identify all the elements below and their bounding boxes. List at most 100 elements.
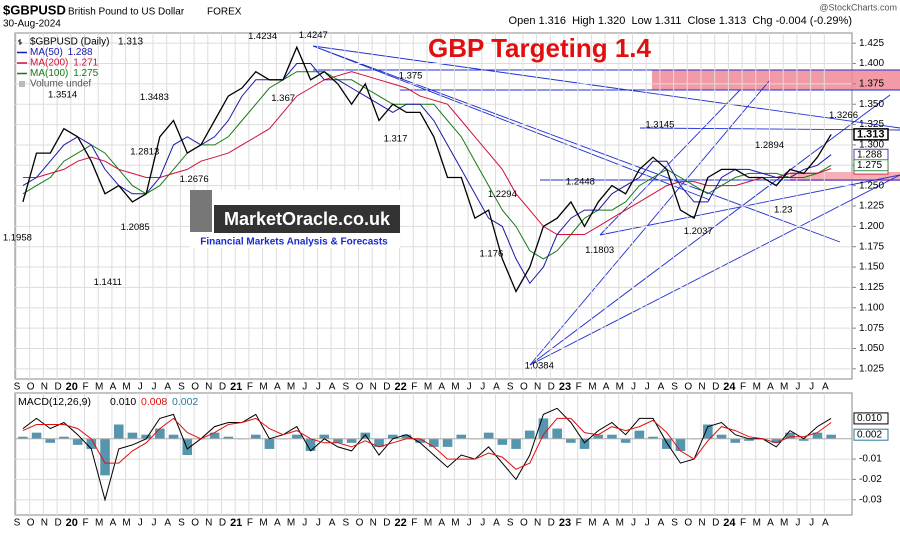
trend-line — [599, 174, 900, 236]
histogram-bar — [483, 432, 494, 439]
x-tick-label: 21 — [230, 517, 242, 529]
x-tick-label: N — [534, 518, 541, 529]
x-tick-label: N — [534, 382, 541, 393]
x-tick-label: A — [438, 518, 445, 529]
histogram-bar — [59, 436, 69, 439]
x-tick-label: S — [14, 382, 21, 393]
legend-label: MA(50) — [30, 47, 63, 58]
histogram-bar — [661, 438, 672, 449]
price-annotation: 1.4234 — [248, 31, 277, 42]
x-tick-label: S — [342, 382, 349, 393]
x-tick-label: A — [658, 518, 665, 529]
price-annotation: 1.3514 — [48, 90, 77, 101]
x-tick-label: M — [753, 382, 761, 393]
histogram-bar — [360, 432, 371, 439]
x-tick-label: M — [122, 518, 130, 529]
series-line — [22, 45, 832, 293]
legend-value: 0.010 — [110, 396, 136, 408]
price-annotation: 1.317 — [384, 134, 408, 145]
x-tick-label: J — [302, 382, 307, 393]
price-annotation: 1.2085 — [121, 222, 150, 233]
histogram-bar — [141, 434, 151, 439]
x-tick-label: A — [493, 518, 500, 529]
x-tick-label: 23 — [559, 381, 571, 393]
x-tick-label: 20 — [66, 517, 78, 529]
x-tick-label: A — [164, 382, 171, 393]
histogram-bar — [744, 438, 754, 441]
x-tick-label: D — [219, 518, 226, 529]
x-tick-label: N — [205, 382, 212, 393]
x-tick-label: O — [520, 382, 528, 393]
support-zone — [790, 172, 900, 181]
source: @StockCharts.com — [819, 2, 897, 12]
histogram-bar — [771, 438, 782, 443]
x-tick-label: D — [712, 382, 719, 393]
x-tick-label: M — [780, 382, 788, 393]
y-tick-label: 1.225 — [859, 201, 884, 212]
legend-value: 1.288 — [68, 47, 93, 58]
value-tag — [853, 159, 889, 172]
histogram-bar — [456, 434, 467, 439]
y-tick-label: 1.425 — [859, 38, 884, 49]
x-tick-label: M — [424, 518, 432, 529]
x-tick-label: 22 — [394, 517, 406, 529]
histogram-bar — [648, 436, 658, 439]
legend-value: 1.275 — [73, 68, 98, 79]
x-tick-label: F — [740, 518, 746, 529]
x-tick-label: J — [795, 518, 800, 529]
logo-title: MarketOracle.co.uk — [224, 209, 391, 229]
histogram-bar — [429, 438, 439, 447]
x-tick-label: F — [740, 382, 746, 393]
x-tick-label: M — [616, 382, 624, 393]
price-annotation: 1.2448 — [566, 176, 595, 187]
histogram-bar — [716, 434, 727, 439]
histogram-bar — [566, 438, 576, 443]
x-tick-label: A — [767, 382, 774, 393]
price-annotation: 1.1958 — [3, 232, 32, 243]
legend-swatch — [18, 39, 22, 45]
x-tick-label: O — [684, 382, 692, 393]
x-tick-label: J — [138, 382, 143, 393]
x-tick-label: J — [631, 382, 636, 393]
histogram-bar — [264, 438, 275, 449]
x-tick-label: D — [54, 382, 61, 393]
value-tag-label: 0.010 — [857, 413, 882, 424]
x-tick-label: N — [205, 518, 212, 529]
price-annotation: 1.0384 — [525, 360, 554, 371]
x-tick-label: M — [287, 382, 295, 393]
x-tick-label: D — [383, 382, 390, 393]
x-tick-label: J — [645, 518, 650, 529]
x-tick-label: S — [507, 518, 514, 529]
histogram-bar — [72, 438, 83, 445]
x-tick-label: J — [480, 518, 485, 529]
x-tick-label: M — [424, 382, 432, 393]
value-tag-label: 0.002 — [857, 429, 882, 440]
series-line — [22, 71, 832, 235]
histogram-bar — [127, 432, 138, 439]
x-tick-label: D — [548, 382, 555, 393]
x-tick-label: J — [467, 382, 472, 393]
value-tag — [853, 428, 889, 441]
price-annotation: 1.23 — [774, 204, 793, 215]
x-tick-label: A — [274, 518, 281, 529]
x-tick-label: M — [451, 382, 459, 393]
price-annotation: 1.4247 — [299, 30, 328, 41]
histogram-bar — [524, 430, 535, 439]
y-tick-label: 1.350 — [859, 99, 884, 110]
x-tick-label: M — [753, 518, 761, 529]
histogram-bar — [415, 438, 425, 443]
x-tick-label: A — [438, 382, 445, 393]
histogram-bar — [319, 434, 330, 439]
legend-label: MA(100) — [30, 68, 68, 79]
x-tick-label: A — [767, 518, 774, 529]
x-tick-label: S — [178, 518, 185, 529]
x-tick-label: S — [671, 518, 678, 529]
price-annotation: 1.2294 — [488, 189, 517, 200]
price-annotation: 1.2813 — [130, 147, 159, 158]
histogram-bar — [785, 432, 795, 439]
x-tick-label: S — [178, 382, 185, 393]
x-tick-label: 21 — [230, 381, 242, 393]
legend-value: 0.002 — [172, 396, 198, 408]
